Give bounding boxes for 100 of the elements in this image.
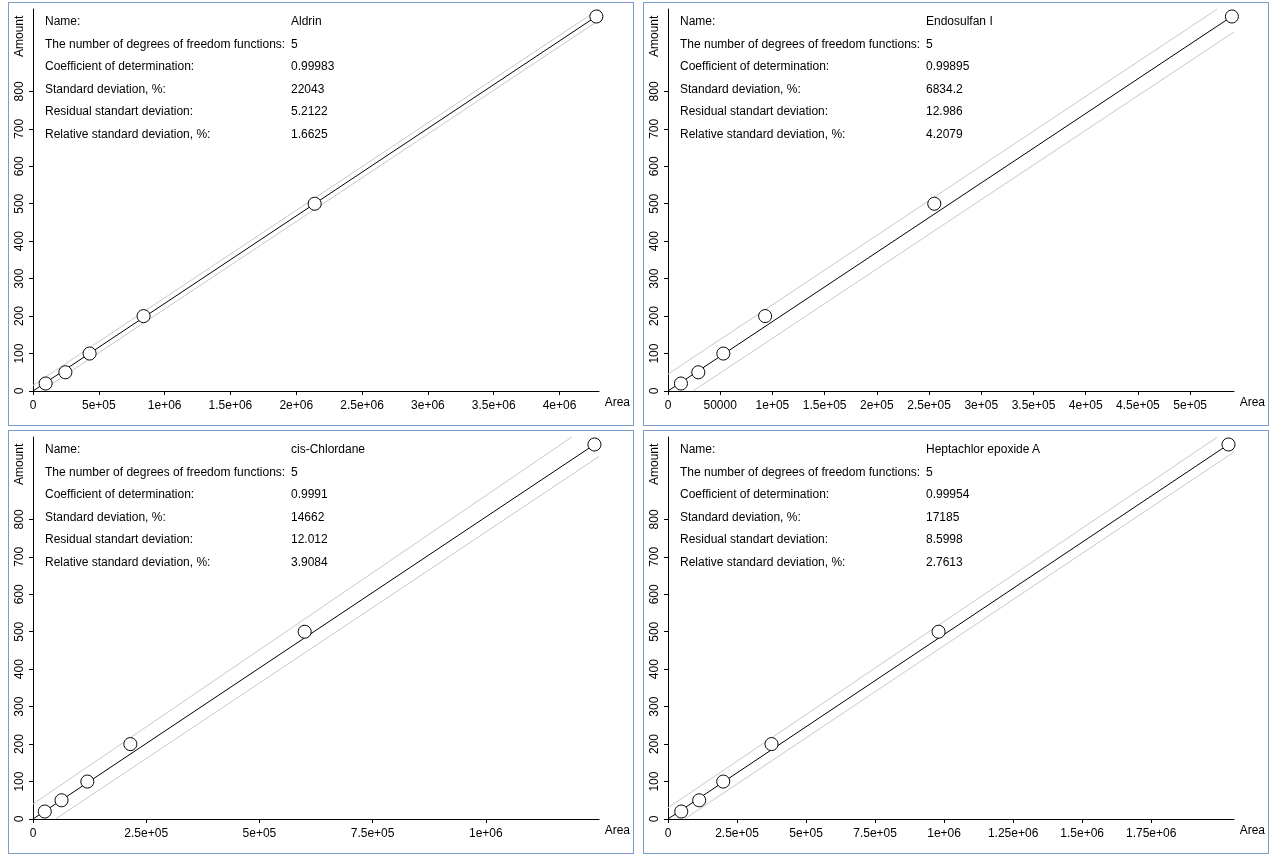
- y-tick-label: 400: [12, 230, 26, 252]
- y-tick-label: 300: [12, 268, 26, 289]
- annotation: 17185: [926, 509, 960, 524]
- annotation: Name:: [45, 14, 81, 28]
- annotation: 12.986: [926, 104, 964, 118]
- annotation: Coefficient of determination:: [680, 487, 830, 501]
- point: [307, 196, 322, 211]
- annotation: Aldrin: [291, 14, 322, 28]
- point: [136, 309, 151, 324]
- y-tick-label: 500: [12, 621, 26, 642]
- x-tick-label: 5e+05: [789, 826, 824, 840]
- point: [716, 774, 731, 789]
- x-tick-label: 5e+05: [1173, 398, 1208, 412]
- annotation: 8.5998: [926, 532, 964, 546]
- annotation: Name:: [680, 442, 716, 456]
- y-tick-label: 200: [12, 305, 26, 327]
- point: [587, 437, 602, 452]
- annotation: Standard deviation, %:: [680, 509, 801, 524]
- x-tick-label: 1.5e+06: [208, 398, 253, 412]
- annotation: 3.9084: [291, 554, 329, 569]
- x-tick-label: 3e+06: [411, 398, 446, 412]
- x-tick-label: 2.5e+05: [124, 826, 169, 840]
- annotation: 4.2079: [926, 126, 964, 141]
- annotation: 5: [926, 464, 933, 479]
- y-axis-title: Amount: [647, 14, 661, 57]
- y-tick-label: 800: [647, 509, 661, 530]
- annotation: 6834.2: [926, 81, 964, 96]
- point: [692, 793, 707, 808]
- y-tick-label: 600: [12, 155, 26, 177]
- y-tick-label: 200: [647, 305, 661, 327]
- point: [589, 9, 604, 24]
- y-tick-label: 100: [647, 343, 661, 364]
- annotation: Standard deviation, %:: [45, 81, 166, 96]
- annotation: Relative standard deviation, %:: [45, 554, 211, 569]
- x-tick-label: 3.5e+05: [1011, 398, 1056, 412]
- y-tick-label: 600: [647, 155, 661, 177]
- x-tick-label: 2.5e+05: [907, 398, 952, 412]
- y-axis-title: Amount: [12, 14, 26, 57]
- x-tick-label: 1.75e+06: [1125, 826, 1177, 840]
- point: [931, 624, 946, 639]
- point: [82, 346, 97, 361]
- y-tick-label: 500: [647, 193, 661, 214]
- point: [80, 774, 95, 789]
- y-tick-label: 800: [12, 81, 26, 102]
- y-axis-title: Amount: [647, 442, 661, 485]
- x-tick-label: 0: [664, 398, 672, 412]
- y-tick-label: 600: [12, 583, 26, 605]
- annotation: 5: [291, 464, 298, 479]
- annotation: 12.012: [291, 532, 329, 546]
- annotation: The number of degrees of freedom functions:: [45, 464, 286, 479]
- x-tick-label: 2.5e+05: [715, 826, 760, 840]
- x-tick-label: 1e+06: [147, 398, 182, 412]
- x-axis-title: Area: [604, 823, 631, 837]
- annotation: 0.9991: [291, 487, 329, 501]
- y-tick-label: 200: [12, 733, 26, 755]
- y-tick-label: 300: [647, 268, 661, 289]
- y-tick-label: 400: [12, 658, 26, 680]
- y-tick-label: 700: [12, 546, 26, 567]
- point: [123, 737, 138, 752]
- x-axis-title: Area: [1239, 823, 1266, 837]
- annotation: cis-Chlordane: [291, 442, 366, 456]
- annotation: 5: [926, 36, 933, 51]
- y-tick-label: 700: [647, 118, 661, 139]
- annotation: Standard deviation, %:: [680, 81, 801, 96]
- annotation: Standard deviation, %:: [45, 509, 166, 524]
- annotation: 1.6625: [291, 126, 329, 141]
- annotation: Coefficient of determination:: [680, 59, 830, 73]
- y-axis-title: Amount: [12, 442, 26, 485]
- y-tick-label: 0: [12, 815, 26, 823]
- point: [927, 196, 942, 211]
- y-tick-label: 500: [12, 193, 26, 214]
- x-tick-label: 2e+05: [860, 398, 895, 412]
- y-tick-label: 0: [647, 387, 661, 395]
- x-tick-label: 5e+05: [81, 398, 116, 412]
- annotation: Coefficient of determination:: [45, 59, 195, 73]
- annotation: 5.2122: [291, 104, 329, 118]
- x-tick-label: 1.5e+05: [802, 398, 847, 412]
- x-tick-label: 4.5e+05: [1116, 398, 1161, 412]
- x-tick-label: 4e+05: [1068, 398, 1103, 412]
- annotation: Coefficient of determination:: [45, 487, 195, 501]
- x-tick-label: 2.5e+06: [340, 398, 385, 412]
- x-tick-label: 0: [29, 826, 37, 840]
- x-tick-label: 1.25e+06: [987, 826, 1039, 840]
- y-tick-label: 200: [647, 733, 661, 755]
- annotation: Heptachlor epoxide A: [926, 442, 1041, 456]
- y-tick-label: 100: [12, 343, 26, 364]
- y-tick-label: 100: [12, 771, 26, 792]
- x-tick-label: 7.5e+05: [350, 826, 395, 840]
- annotation: 5: [291, 36, 298, 51]
- x-tick-label: 50000: [703, 398, 738, 412]
- annotation: 14662: [291, 509, 325, 524]
- annotation: Residual standart deviation:: [45, 532, 194, 546]
- point: [764, 737, 779, 752]
- annotation: Residual standart deviation:: [45, 104, 194, 118]
- x-tick-label: 0: [664, 826, 672, 840]
- y-tick-label: 300: [12, 696, 26, 717]
- annotation: 22043: [291, 81, 325, 96]
- point: [1221, 437, 1236, 452]
- point: [691, 365, 706, 380]
- y-tick-label: 100: [647, 771, 661, 792]
